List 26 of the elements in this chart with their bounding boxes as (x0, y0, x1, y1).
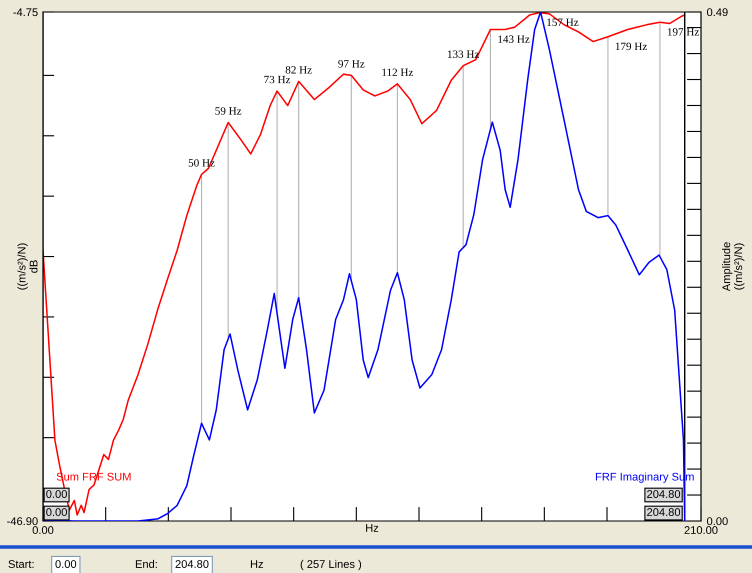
text: 204.80 (176, 560, 209, 568)
text: Hz (250, 560, 264, 568)
annotation: 197 Hz (668, 28, 699, 36)
annotation: 204.80 (647, 490, 680, 498)
y2-tick-label: 0.00 (706, 517, 728, 526)
annotation: 112 Hz (382, 68, 414, 76)
y-tick-label: -4.75 (13, 8, 38, 16)
text: Start: (8, 560, 34, 568)
y2-tick-label: 0.49 (706, 8, 728, 16)
annotation: 0.00 (46, 490, 67, 498)
text: End: (136, 560, 157, 568)
annotation: 59 Hz (215, 107, 242, 115)
ref-line-label: 0.00 (46, 508, 67, 516)
text: 0.00 (55, 560, 76, 568)
annotation: 179 Hz (616, 42, 647, 50)
x-tick-label: 210.00 (684, 526, 718, 534)
text: ( 257 Lines ) (300, 560, 362, 570)
y2-axis-title: Amplitude ((m/s²)/N) (722, 242, 744, 292)
x-axis-title: Hz (366, 524, 378, 532)
annotation: 73 Hz (264, 76, 290, 84)
y-axis-title: ((m/s²)/N) dB (17, 243, 38, 290)
y-tick-label: -46.90 (7, 517, 38, 526)
annotation: 82 Hz (286, 66, 312, 74)
annotation: 143 Hz (498, 35, 530, 43)
annotation: 97 Hz (338, 60, 364, 68)
ref-line-label: 204.80 (647, 508, 680, 516)
